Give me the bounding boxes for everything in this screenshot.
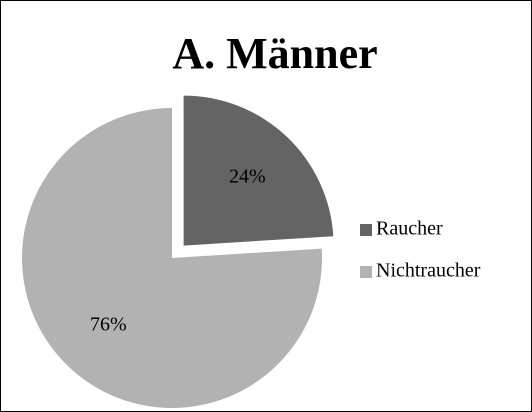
- data-label: 24%: [229, 165, 266, 187]
- pie-slice: [21, 108, 323, 409]
- data-label: 76%: [90, 313, 127, 335]
- pie-slice: [183, 95, 334, 246]
- chart-title: A. Männer: [172, 29, 377, 78]
- legend-swatch: [360, 266, 372, 278]
- legend-label: Raucher: [376, 218, 443, 240]
- legend-label: Nichtraucher: [376, 260, 481, 282]
- legend-swatch: [360, 224, 372, 236]
